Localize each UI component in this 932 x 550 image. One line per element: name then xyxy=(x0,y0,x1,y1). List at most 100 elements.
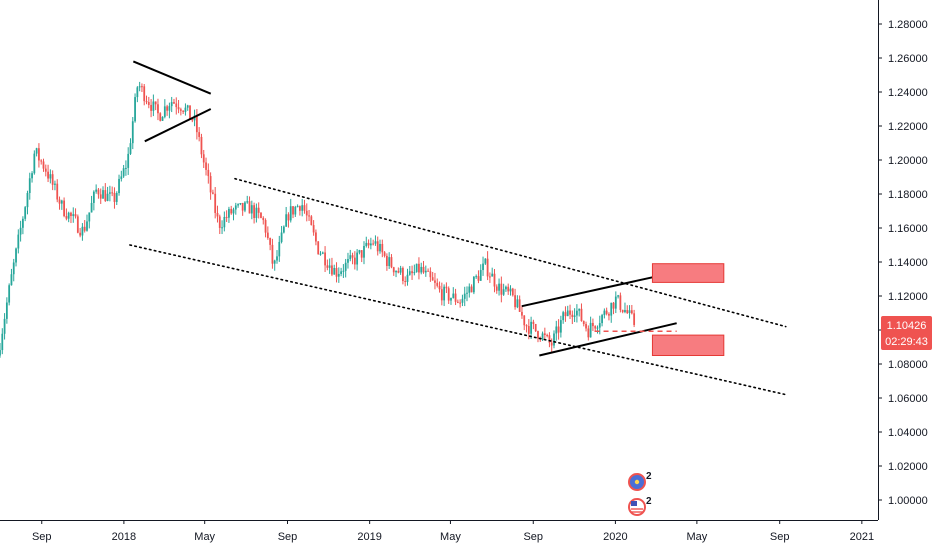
candle-body xyxy=(106,193,109,201)
economic-event-us[interactable]: 2 xyxy=(628,496,652,516)
candle-body xyxy=(605,310,608,314)
y-tick-label: 1.22000 xyxy=(888,121,928,133)
y-tick-label: 1.28000 xyxy=(888,19,928,31)
wedge-lower-trendline[interactable] xyxy=(539,322,677,357)
candle-body xyxy=(598,323,601,328)
candle-body xyxy=(24,207,27,219)
candle-body xyxy=(610,302,613,316)
y-tick-label: 1.02000 xyxy=(888,461,928,473)
y-tick-label: 1.08000 xyxy=(888,359,928,371)
candle-body xyxy=(161,116,164,121)
candle-body xyxy=(223,216,226,228)
candle-body xyxy=(443,286,446,301)
current-price-label: 1.10426 02:29:43 xyxy=(881,316,932,350)
x-tick-label: Sep xyxy=(278,531,298,543)
candle-body xyxy=(571,314,574,317)
x-tick-label: Sep xyxy=(770,531,790,543)
candle-body xyxy=(434,280,436,283)
candle-body xyxy=(633,313,636,325)
candle-body xyxy=(351,255,354,258)
candle-body xyxy=(163,106,166,117)
candle-body xyxy=(589,322,592,338)
x-tick-label: 2019 xyxy=(357,531,381,543)
candle-body xyxy=(420,266,423,273)
candle-body xyxy=(418,263,420,273)
candle-body xyxy=(5,302,8,319)
candle-body xyxy=(292,206,294,215)
candle-body xyxy=(255,207,258,219)
candle-body xyxy=(136,87,139,98)
countdown-timer: 02:29:43 xyxy=(885,336,928,348)
candle-body xyxy=(141,86,143,88)
candle-body xyxy=(308,215,310,217)
candle-body xyxy=(479,270,482,281)
y-tick-label: 1.12000 xyxy=(888,291,928,303)
candle-body xyxy=(266,232,269,238)
candle-body xyxy=(365,242,368,246)
candle-body xyxy=(392,267,395,273)
candle-body xyxy=(557,326,560,333)
support-zone-box[interactable] xyxy=(651,334,725,357)
resistance-zone-box[interactable] xyxy=(651,263,725,283)
candle-body xyxy=(173,102,175,104)
x-tick-label: May xyxy=(686,531,707,543)
candle-body xyxy=(253,205,256,219)
candle-body xyxy=(317,241,320,255)
candle-body xyxy=(175,103,178,108)
candle-body xyxy=(390,257,393,268)
wedge-upper-trendline[interactable] xyxy=(521,276,653,308)
candle-body xyxy=(99,194,102,199)
candle-body xyxy=(145,101,148,103)
candle-body xyxy=(596,327,599,329)
candle-body xyxy=(326,265,329,268)
candle-body xyxy=(218,216,221,228)
candle-body xyxy=(431,277,434,281)
candle-body xyxy=(282,226,285,233)
candle-body xyxy=(619,295,622,310)
candle-body xyxy=(264,220,267,233)
candle-body xyxy=(594,326,597,329)
candle-body xyxy=(500,283,503,295)
candle-body xyxy=(230,208,233,214)
candle-body xyxy=(532,321,535,324)
candle-body xyxy=(511,288,514,296)
triangle-lower-trendline[interactable] xyxy=(144,108,212,143)
candle-body xyxy=(470,286,473,293)
candle-body xyxy=(250,205,253,214)
x-axis[interactable]: Sep 2018 May Sep 2019 May Sep 2020 May Sep 2021 xyxy=(0,520,878,543)
candle-body xyxy=(189,105,191,119)
candle-body xyxy=(422,266,425,273)
candle-body xyxy=(154,101,157,105)
candle-body xyxy=(221,227,223,229)
candle-body xyxy=(228,208,230,218)
candle-body xyxy=(168,106,171,111)
candle-body xyxy=(56,183,59,200)
candle-body xyxy=(239,203,242,205)
y-tick-label: 1.20000 xyxy=(888,155,928,167)
channel-lower-line[interactable] xyxy=(129,244,787,396)
candle-body xyxy=(436,282,439,286)
candle-body xyxy=(49,174,52,179)
candle-body xyxy=(3,318,6,334)
event-count-badge: 2 xyxy=(646,496,652,507)
candle-body xyxy=(546,335,549,337)
triangle-upper-trendline[interactable] xyxy=(132,60,212,95)
economic-event-eu[interactable]: 2 xyxy=(628,471,652,491)
candle-body xyxy=(411,271,413,274)
candle-body xyxy=(349,255,352,260)
candle-body xyxy=(592,322,594,327)
candle-body xyxy=(200,136,203,155)
candle-body xyxy=(278,241,281,257)
y-axis[interactable]: 1.28000 1.26000 1.24000 1.22000 1.20000 1.180… xyxy=(878,0,928,520)
candle-body xyxy=(166,106,169,111)
channel-upper-line[interactable] xyxy=(234,177,787,328)
flag-us-canton xyxy=(631,501,637,506)
candle-body xyxy=(26,192,29,208)
candle-body xyxy=(555,326,558,334)
candle-body xyxy=(580,308,583,322)
candle-body xyxy=(518,299,521,312)
x-tick-label: May xyxy=(194,531,215,543)
candle-body xyxy=(234,205,237,210)
candle-body xyxy=(191,118,194,121)
